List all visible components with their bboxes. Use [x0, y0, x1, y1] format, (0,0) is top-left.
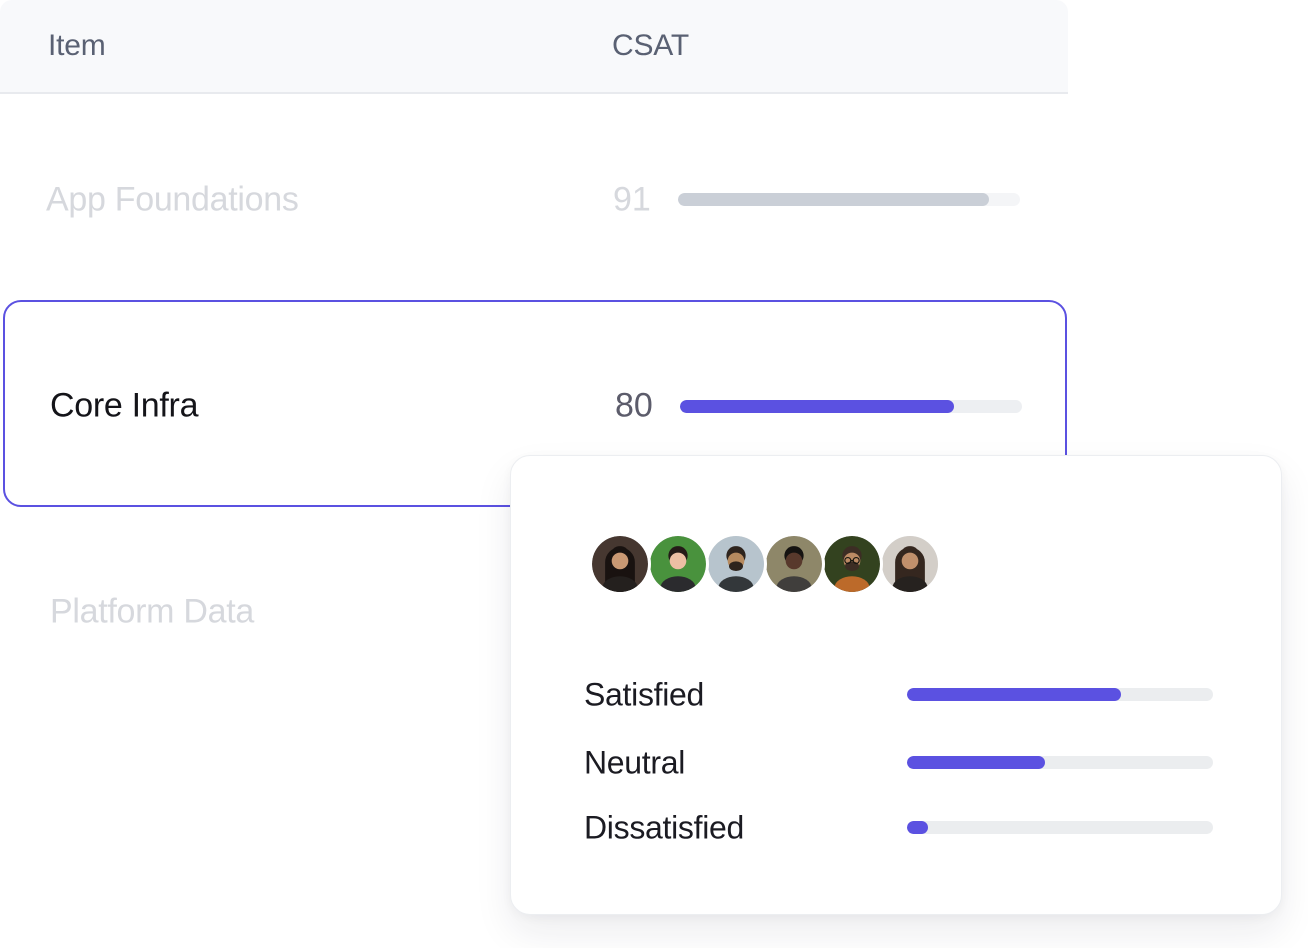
metric-label-dissatisfied: Dissatisfied: [584, 809, 745, 846]
avatar-man-beard-blue: [705, 533, 767, 595]
csat-progress-bar: [680, 400, 1022, 413]
column-header-item: Item: [48, 29, 106, 62]
metric-bar-satisfied: [907, 688, 1213, 701]
table-header: Item CSAT: [0, 0, 1068, 94]
csat-progress-fill: [680, 400, 954, 413]
csat-progress-bar: [678, 193, 1020, 206]
metric-label-neutral: Neutral: [584, 744, 686, 781]
avatar-man-glasses-orange: [821, 533, 883, 595]
row-item-label: Platform Data: [50, 592, 254, 631]
metric-bar-neutral: [907, 756, 1213, 769]
column-header-csat: CSAT: [612, 29, 689, 62]
row-csat-value: 91: [613, 180, 651, 219]
csat-breakdown-popover: Satisfied Neutral Dissatisfied: [510, 455, 1282, 915]
avatar-man-khaki: [763, 533, 825, 595]
avatar-group: [589, 533, 941, 595]
avatar-woman-long-dark-hair: [589, 533, 651, 595]
metric-bar-fill: [907, 821, 929, 834]
row-item-label: App Foundations: [46, 180, 299, 219]
avatar-woman-short-hair-green: [647, 533, 709, 595]
metric-bar-fill: [907, 688, 1122, 701]
metric-bar-fill: [907, 756, 1045, 769]
row-csat-value: 80: [615, 386, 653, 425]
metric-bar-dissatisfied: [907, 821, 1213, 834]
row-item-label: Core Infra: [50, 386, 199, 425]
csat-progress-fill: [678, 193, 990, 206]
metric-label-satisfied: Satisfied: [584, 676, 705, 713]
avatar-woman-long-hair-light: [879, 533, 941, 595]
